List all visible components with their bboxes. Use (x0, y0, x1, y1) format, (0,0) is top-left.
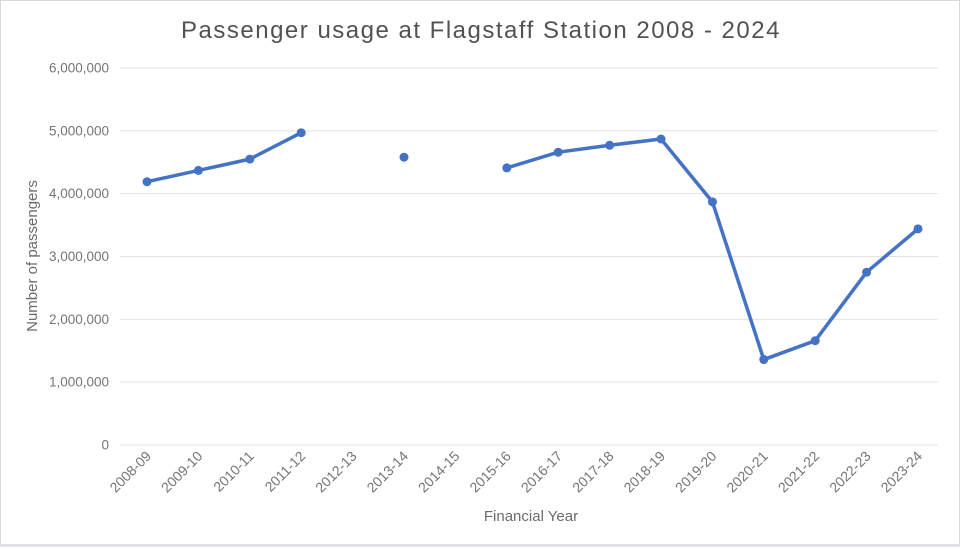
data-point (502, 163, 512, 173)
y-tick-labels: 0 1,000,000 2,000,000 3,000,000 4,000,000 5,0… (49, 61, 109, 453)
data-point (759, 355, 769, 365)
data-point (862, 267, 872, 277)
data-point (913, 224, 923, 234)
bottom-edge-strip (0, 544, 960, 547)
y-axis-title: Number of passengers (24, 180, 41, 332)
y-tick-label: 2,000,000 (49, 312, 109, 327)
y-tick-label: 4,000,000 (49, 186, 109, 201)
x-tick-label: 2012-13 (312, 448, 360, 496)
data-point (142, 177, 152, 187)
x-tick-label: 2020-21 (723, 448, 771, 496)
x-tick-label: 2015-16 (466, 448, 514, 496)
chart-title: Passenger usage at Flagstaff Station 200… (181, 17, 781, 44)
x-tick-label: 2014-15 (415, 448, 463, 496)
x-axis-title: Financial Year (484, 508, 578, 525)
gridlines (120, 67, 938, 446)
series-line (145, 130, 303, 184)
x-tick-label: 2009-10 (158, 448, 206, 496)
y-tick-label: 1,000,000 (49, 375, 109, 390)
x-tick-labels: 2008-09 2009-10 2010-11 2011-12 2012-13 2013-… (106, 448, 925, 496)
y-tick-label: 3,000,000 (49, 249, 109, 264)
data-point (193, 165, 203, 175)
x-tick-label: 2008-09 (106, 448, 154, 496)
x-tick-label: 2019-20 (672, 448, 720, 496)
data-point (707, 197, 717, 207)
data-point (296, 128, 306, 138)
series (142, 128, 923, 365)
y-tick-label: 6,000,000 (49, 61, 109, 76)
data-point (656, 134, 666, 144)
y-tick-label: 0 (101, 438, 109, 453)
x-tick-label: 2013-14 (363, 448, 411, 496)
data-point (605, 140, 615, 150)
x-tick-label: 2011-12 (261, 448, 308, 495)
x-tick-label: 2010-11 (210, 448, 257, 495)
data-point (399, 152, 409, 162)
series-line (505, 137, 920, 362)
data-point (810, 336, 820, 346)
x-tick-label: 2023-24 (877, 448, 925, 496)
x-tick-label: 2016-17 (518, 448, 566, 496)
data-point (245, 154, 255, 164)
x-tick-label: 2017-18 (569, 448, 617, 496)
x-tick-label: 2021-22 (775, 448, 823, 496)
data-point (553, 147, 563, 157)
x-tick-label: 2022-23 (826, 448, 874, 496)
y-tick-label: 5,000,000 (49, 123, 109, 138)
x-tick-label: 2018-19 (620, 448, 668, 496)
